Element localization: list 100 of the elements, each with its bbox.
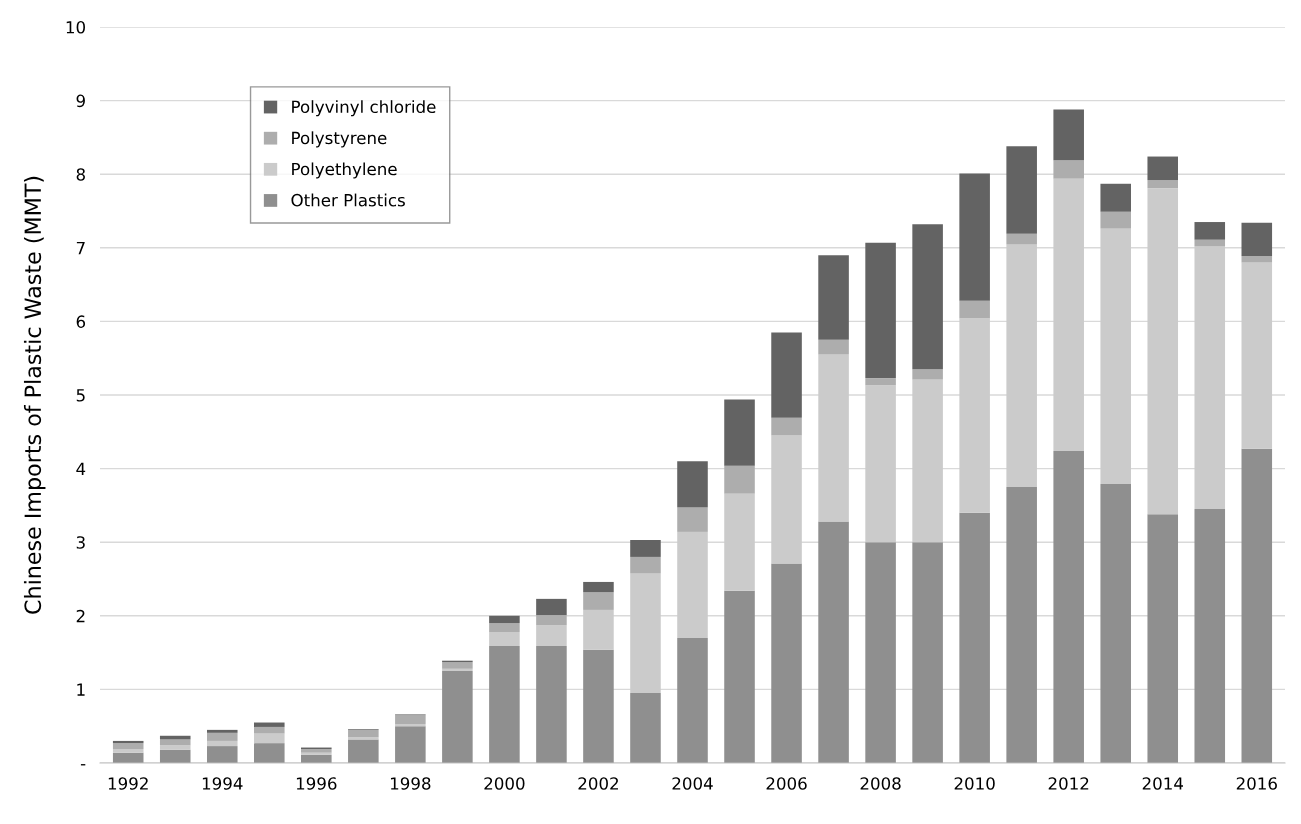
bar	[818, 339, 849, 355]
bar	[254, 733, 285, 744]
x-tick-label: 2010	[954, 777, 995, 790]
bar	[348, 739, 379, 763]
legend-label: Polystyrene	[292, 131, 387, 148]
bar	[489, 645, 520, 763]
bar	[630, 539, 661, 557]
bar	[630, 693, 661, 763]
bar	[724, 465, 755, 494]
bar	[771, 332, 802, 418]
x-tick-label: 2012	[1048, 777, 1089, 790]
bar	[959, 300, 990, 319]
y-tick-label: 8	[76, 168, 85, 181]
x-tick-label: 2014	[1142, 777, 1184, 790]
bar	[1006, 146, 1037, 234]
bar	[1194, 222, 1226, 240]
bar	[1100, 183, 1131, 212]
bar	[206, 740, 238, 747]
bar	[489, 615, 520, 624]
y-tick-label: 3	[76, 536, 85, 549]
x-tick-label: 2006	[766, 777, 807, 790]
bar	[159, 739, 191, 746]
bar	[206, 732, 238, 741]
bar	[489, 623, 520, 632]
bar	[630, 573, 661, 694]
bar	[724, 493, 755, 591]
y-tick-label: 2	[76, 609, 85, 623]
bar	[583, 649, 614, 763]
bar	[818, 521, 849, 763]
x-tick-label: 1996	[296, 777, 337, 790]
bar	[1241, 255, 1273, 263]
bar	[771, 563, 802, 763]
bar	[206, 746, 238, 763]
x-tick-label: 2002	[578, 777, 618, 790]
bar	[677, 531, 708, 638]
bar	[865, 378, 896, 386]
bar	[536, 598, 567, 616]
bar	[1053, 178, 1084, 451]
bar	[912, 369, 943, 380]
bar	[442, 671, 473, 763]
bar	[1053, 160, 1084, 179]
bar	[912, 542, 943, 763]
y-tick-label: 4	[76, 462, 86, 475]
legend-label: Polyethylene	[292, 162, 397, 179]
bar	[912, 379, 943, 543]
bar	[724, 590, 755, 763]
bar	[583, 592, 614, 610]
bar	[348, 729, 379, 738]
y-tick-label: 5	[76, 389, 85, 402]
x-tick-label: 1998	[390, 777, 431, 790]
bar	[254, 722, 285, 727]
bar	[1006, 487, 1037, 763]
bar	[254, 743, 285, 763]
bar	[677, 461, 708, 508]
x-tick-label: 1992	[108, 777, 148, 790]
bar	[818, 255, 849, 340]
bar	[912, 224, 943, 370]
bar	[1241, 448, 1273, 763]
legend-label: Polyvinyl chloride	[292, 100, 436, 117]
bar	[1147, 156, 1179, 181]
bar	[1053, 450, 1084, 763]
bar	[1100, 484, 1131, 763]
bar	[1241, 262, 1273, 449]
bar	[1194, 239, 1226, 247]
y-tick-label: 9	[76, 94, 85, 108]
bar	[865, 542, 896, 763]
x-tick-label: 2004	[672, 777, 713, 790]
bar	[771, 417, 802, 436]
x-tick-label: 2016	[1236, 777, 1277, 790]
bar	[395, 715, 426, 724]
bar	[1006, 244, 1037, 487]
bar	[865, 242, 896, 379]
x-tick-label: 2008	[860, 777, 901, 790]
bar	[630, 556, 661, 574]
bar	[1053, 109, 1084, 161]
bar	[959, 318, 990, 513]
y-tick-label: 1	[77, 683, 85, 696]
bar	[724, 399, 755, 466]
bar	[583, 581, 614, 593]
bar	[677, 507, 708, 532]
y-tick-label: 7	[76, 241, 85, 255]
bar	[442, 662, 473, 669]
bar	[159, 749, 191, 763]
bar	[536, 625, 567, 646]
bar	[1147, 188, 1179, 515]
bar	[1194, 246, 1226, 510]
bar	[112, 740, 144, 744]
legend-label: Other Plastics	[291, 193, 405, 207]
bar	[1194, 509, 1226, 763]
y-tick-label: 6	[76, 315, 86, 328]
bar	[1147, 180, 1179, 189]
bar	[395, 726, 426, 763]
bar	[254, 726, 285, 734]
bar	[1100, 211, 1131, 229]
y-axis-title: Chinese Imports of Plastic Waste (MMT)	[23, 176, 46, 614]
y-tick-label: 10	[66, 20, 85, 34]
bar	[112, 743, 144, 750]
bar	[1006, 233, 1037, 245]
bar	[206, 729, 238, 733]
bar	[1241, 222, 1273, 256]
